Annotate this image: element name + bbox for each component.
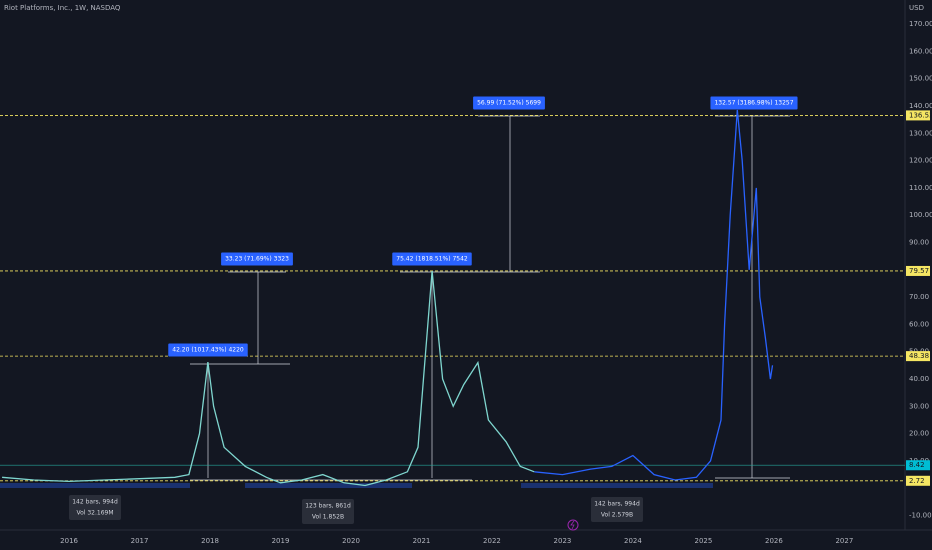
y-tick-label: 60.00 — [909, 320, 929, 328]
x-tick-label: 2020 — [342, 537, 360, 545]
measure-box: 33.23 (71.69%) 3323 — [221, 252, 293, 266]
measure-box-bg — [710, 96, 798, 110]
x-tick-label: 2024 — [624, 537, 642, 545]
range-bars: 142 bars, 994d — [594, 501, 640, 508]
x-tick-label: 2022 — [483, 537, 501, 545]
y-tick-label: 150.00 — [909, 75, 932, 83]
x-tick-label: 2027 — [835, 537, 853, 545]
price-tag-label: 8.42 — [909, 461, 925, 469]
range-shading — [0, 483, 713, 488]
y-tick-label: 120.00 — [909, 157, 932, 165]
range-box — [69, 495, 121, 520]
price-line-series — [2, 271, 535, 487]
y-tick-label: 100.00 — [909, 211, 932, 219]
range-bars: 142 bars, 994d — [72, 499, 118, 506]
x-tick-label: 2019 — [272, 537, 290, 545]
event-icon — [567, 519, 579, 531]
price-tag — [906, 460, 930, 471]
price-tag — [906, 351, 930, 362]
price-tag — [906, 265, 930, 276]
measure-box-bg — [168, 343, 248, 357]
measure-box: 132.57 (3186.98%) 13257 — [710, 96, 798, 110]
measure-box: 56.99 (71.52%) 5699 — [473, 96, 545, 110]
measure-label: 132.57 (3186.98%) 13257 — [714, 100, 793, 107]
measure-box: 75.42 (1818.51%) 7542 — [392, 252, 472, 266]
x-tick-label: 2026 — [765, 537, 783, 545]
x-tick-label: 2025 — [695, 537, 713, 545]
price-tag-label: 2.72 — [909, 477, 925, 485]
x-tick-label: 2018 — [201, 537, 219, 545]
y-tick-label: 130.00 — [909, 129, 932, 137]
range-vol: Vol 2.579B — [601, 512, 633, 519]
range-band — [245, 483, 412, 488]
price-tag — [906, 475, 930, 486]
price-line-series — [534, 109, 774, 481]
y-tick-label: 170.00 — [909, 20, 932, 28]
price-tag-label: 79.57 — [909, 267, 929, 275]
measure-line — [190, 115, 790, 481]
measure-box-bg — [392, 252, 472, 266]
y-tick-label: -10.00 — [909, 512, 932, 520]
x-tick-label: 2023 — [554, 537, 572, 545]
price-tag-label: 136.53 — [909, 111, 932, 119]
y-tick-label: 40.00 — [909, 375, 929, 383]
range-box — [302, 499, 354, 524]
range-band — [0, 483, 190, 488]
measure-box: 42.20 (1017.43%) 4220 — [168, 343, 248, 357]
measure-label: 42.20 (1017.43%) 4220 — [172, 347, 244, 354]
y-tick-label: 90.00 — [909, 238, 929, 246]
price-tag — [906, 110, 930, 121]
measure-label: 75.42 (1818.51%) 7542 — [396, 256, 468, 263]
y-tick-label: 140.00 — [909, 102, 932, 110]
y-tick-label: 110.00 — [909, 184, 932, 192]
range-band — [521, 483, 713, 488]
range-vol: Vol 32.169M — [76, 510, 113, 517]
range-vol: Vol 1.852B — [312, 514, 344, 521]
price-tag-label: 48.38 — [909, 352, 929, 360]
measure-box-bg — [473, 96, 545, 110]
measure-label: 56.99 (71.52%) 5699 — [477, 100, 541, 107]
range-bars: 123 bars, 861d — [305, 503, 351, 510]
measure-lines — [190, 115, 790, 481]
measure-label: 33.23 (71.69%) 3323 — [225, 256, 289, 263]
x-tick-label: 2016 — [60, 537, 78, 545]
x-tick-label: 2017 — [131, 537, 149, 545]
y-tick-label: 70.00 — [909, 293, 929, 301]
chart-title: Riot Platforms, Inc., 1W, NASDAQ — [4, 4, 121, 12]
range-box — [591, 497, 643, 522]
y-tick-label: 20.00 — [909, 430, 929, 438]
x-tick-label: 2021 — [413, 537, 431, 545]
y-tick-label: 30.00 — [909, 402, 929, 410]
currency-label: USD — [909, 4, 924, 12]
y-tick-label: 160.00 — [909, 47, 932, 55]
measure-box-bg — [221, 252, 293, 266]
